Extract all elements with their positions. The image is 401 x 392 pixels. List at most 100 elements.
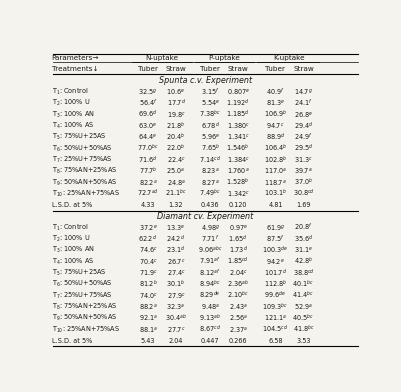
Text: N-uptake: N-uptake	[146, 55, 178, 61]
Text: T$_4$: 100% AS: T$_4$: 100% AS	[52, 256, 94, 267]
Text: T$_3$: 100% AN: T$_3$: 100% AN	[52, 109, 95, 120]
Text: 8.94$^{bc}$: 8.94$^{bc}$	[199, 279, 221, 290]
Text: Parameters→: Parameters→	[52, 55, 99, 61]
Text: 6.78$^d$: 6.78$^d$	[201, 120, 220, 132]
Text: 1.65$^d$: 1.65$^d$	[229, 233, 248, 245]
Text: 4.98$^g$: 4.98$^g$	[200, 223, 220, 233]
Text: 5.96$^e$: 5.96$^e$	[200, 132, 220, 142]
Text: 88.2$^a$: 88.2$^a$	[139, 302, 157, 312]
Text: 31.1$^e$: 31.1$^e$	[294, 245, 313, 255]
Text: 52.9$^a$: 52.9$^a$	[294, 302, 313, 312]
Text: 3.15$^f$: 3.15$^f$	[201, 86, 219, 98]
Text: 8.29$^{de}$: 8.29$^{de}$	[199, 290, 221, 301]
Text: 5.43: 5.43	[141, 338, 155, 344]
Text: 40.5$^{bc}$: 40.5$^{bc}$	[292, 312, 314, 324]
Text: 81.3$^e$: 81.3$^e$	[266, 98, 285, 108]
Text: 27.7$^c$: 27.7$^c$	[167, 325, 185, 334]
Text: 9.13$^{ab}$: 9.13$^{ab}$	[199, 312, 221, 324]
Text: 5.54$^e$: 5.54$^e$	[200, 98, 220, 108]
Text: 24.8$^a$: 24.8$^a$	[166, 178, 185, 187]
Text: 22.0$^b$: 22.0$^b$	[166, 143, 186, 154]
Text: T$_2$: 100% U: T$_2$: 100% U	[52, 98, 90, 109]
Text: 94.2$^e$: 94.2$^e$	[266, 257, 285, 267]
Text: T$_5$: 75%U+25AS: T$_5$: 75%U+25AS	[52, 132, 106, 142]
Text: 41.4$^{bc}$: 41.4$^{bc}$	[292, 290, 314, 301]
Text: 27.9$^c$: 27.9$^c$	[166, 290, 186, 301]
Text: 109.3$^{bc}$: 109.3$^{bc}$	[262, 301, 288, 312]
Text: 29.4$^d$: 29.4$^d$	[294, 120, 313, 132]
Text: 112.8$^b$: 112.8$^b$	[264, 279, 287, 290]
Text: 81.2$^b$: 81.2$^b$	[139, 279, 158, 290]
Text: 2.43$^a$: 2.43$^a$	[229, 302, 248, 312]
Text: 77.7$^b$: 77.7$^b$	[139, 165, 157, 177]
Text: Treatments↓: Treatments↓	[52, 66, 98, 73]
Text: 1.85$^{cd}$: 1.85$^{cd}$	[227, 256, 249, 267]
Text: Straw: Straw	[228, 66, 249, 73]
Text: T$_9$: 50%AN+50%AS: T$_9$: 50%AN+50%AS	[52, 313, 117, 323]
Text: 1.342$^c$: 1.342$^c$	[227, 189, 250, 199]
Text: 1.546$^b$: 1.546$^b$	[227, 143, 250, 154]
Text: 9.48$^a$: 9.48$^a$	[200, 302, 220, 312]
Text: 0.266: 0.266	[229, 338, 247, 344]
Text: 87.5$^f$: 87.5$^f$	[266, 233, 285, 245]
Text: T$_2$: 100% U: T$_2$: 100% U	[52, 234, 90, 244]
Text: 21.8$^b$: 21.8$^b$	[166, 120, 186, 132]
Text: 7.91$^{af}$: 7.91$^{af}$	[199, 256, 221, 267]
Text: 77.0$^{bc}$: 77.0$^{bc}$	[137, 143, 159, 154]
Text: 24.1$^f$: 24.1$^f$	[294, 98, 313, 109]
Text: 37.2$^e$: 37.2$^e$	[139, 223, 157, 233]
Text: 35.6$^d$: 35.6$^d$	[294, 233, 313, 245]
Text: 27.4$^c$: 27.4$^c$	[166, 268, 186, 278]
Text: T$_6$: 50%U+50%AS: T$_6$: 50%U+50%AS	[52, 143, 112, 154]
Text: 8.27$^a$: 8.27$^a$	[201, 178, 219, 187]
Text: 1.380$^c$: 1.380$^c$	[227, 121, 250, 131]
Text: T$_1$: Control: T$_1$: Control	[52, 87, 88, 97]
Text: 1.192$^d$: 1.192$^d$	[227, 98, 250, 109]
Text: 7.38$^{bc}$: 7.38$^{bc}$	[199, 109, 221, 120]
Text: 70.4$^c$: 70.4$^c$	[138, 257, 158, 267]
Text: 13.3$^e$: 13.3$^e$	[166, 223, 186, 233]
Text: 32.3$^a$: 32.3$^a$	[166, 302, 186, 312]
Text: 22.4$^c$: 22.4$^c$	[166, 155, 186, 165]
Text: 106.4$^b$: 106.4$^b$	[264, 143, 287, 154]
Text: 30.4$^{ab}$: 30.4$^{ab}$	[165, 312, 187, 324]
Text: 100.3$^{de}$: 100.3$^{de}$	[262, 245, 288, 256]
Text: 8.12$^{af}$: 8.12$^{af}$	[199, 267, 221, 279]
Text: 92.1$^a$: 92.1$^a$	[139, 313, 158, 323]
Text: T$_4$: 100% AS: T$_4$: 100% AS	[52, 121, 94, 131]
Text: 2.36$^{ab}$: 2.36$^{ab}$	[227, 279, 249, 290]
Text: 23.1$^d$: 23.1$^d$	[166, 245, 186, 256]
Text: 0.807$^e$: 0.807$^e$	[227, 87, 250, 97]
Text: 2.56$^a$: 2.56$^a$	[229, 313, 248, 323]
Text: 20.8$^f$: 20.8$^f$	[294, 222, 313, 233]
Text: 88.9$^d$: 88.9$^d$	[266, 132, 285, 143]
Text: 2.04$^c$: 2.04$^c$	[229, 268, 248, 278]
Text: 19.8$^c$: 19.8$^c$	[166, 110, 185, 120]
Text: 4.81: 4.81	[268, 202, 283, 208]
Text: K-uptake: K-uptake	[273, 55, 305, 61]
Text: Tuber: Tuber	[200, 66, 220, 73]
Text: T$_{10}$: 25%AN+75%AS: T$_{10}$: 25%AN+75%AS	[52, 325, 120, 335]
Text: 8.67$^{cd}$: 8.67$^{cd}$	[199, 324, 221, 335]
Text: P-uptake: P-uptake	[208, 55, 240, 61]
Text: 4.33: 4.33	[141, 202, 155, 208]
Text: 7.49$^{bc}$: 7.49$^{bc}$	[199, 188, 221, 200]
Text: 0.447: 0.447	[201, 338, 219, 344]
Text: 62.2$^d$: 62.2$^d$	[138, 233, 158, 245]
Text: 25.0$^a$: 25.0$^a$	[166, 166, 186, 176]
Text: Tuber: Tuber	[138, 66, 158, 73]
Text: 29.5$^d$: 29.5$^d$	[294, 143, 313, 154]
Text: 74.6$^c$: 74.6$^c$	[138, 245, 158, 255]
Text: 17.7$^d$: 17.7$^d$	[166, 98, 185, 109]
Text: 7.14$^{cd}$: 7.14$^{cd}$	[199, 154, 221, 165]
Text: T$_8$: 75%AN+25%AS: T$_8$: 75%AN+25%AS	[52, 166, 117, 176]
Text: 1.341$^c$: 1.341$^c$	[227, 132, 250, 142]
Text: 63.0$^e$: 63.0$^e$	[138, 121, 158, 131]
Text: 118.7$^a$: 118.7$^a$	[264, 178, 287, 187]
Text: 24.2$^d$: 24.2$^d$	[166, 233, 186, 245]
Text: 38.8$^{cd}$: 38.8$^{cd}$	[292, 267, 314, 279]
Text: Tuber: Tuber	[265, 66, 286, 73]
Text: T$_6$: 50%U+50%AS: T$_6$: 50%U+50%AS	[52, 279, 112, 289]
Text: 99.6$^{de}$: 99.6$^{de}$	[264, 290, 286, 301]
Text: 10.6$^e$: 10.6$^e$	[166, 87, 186, 97]
